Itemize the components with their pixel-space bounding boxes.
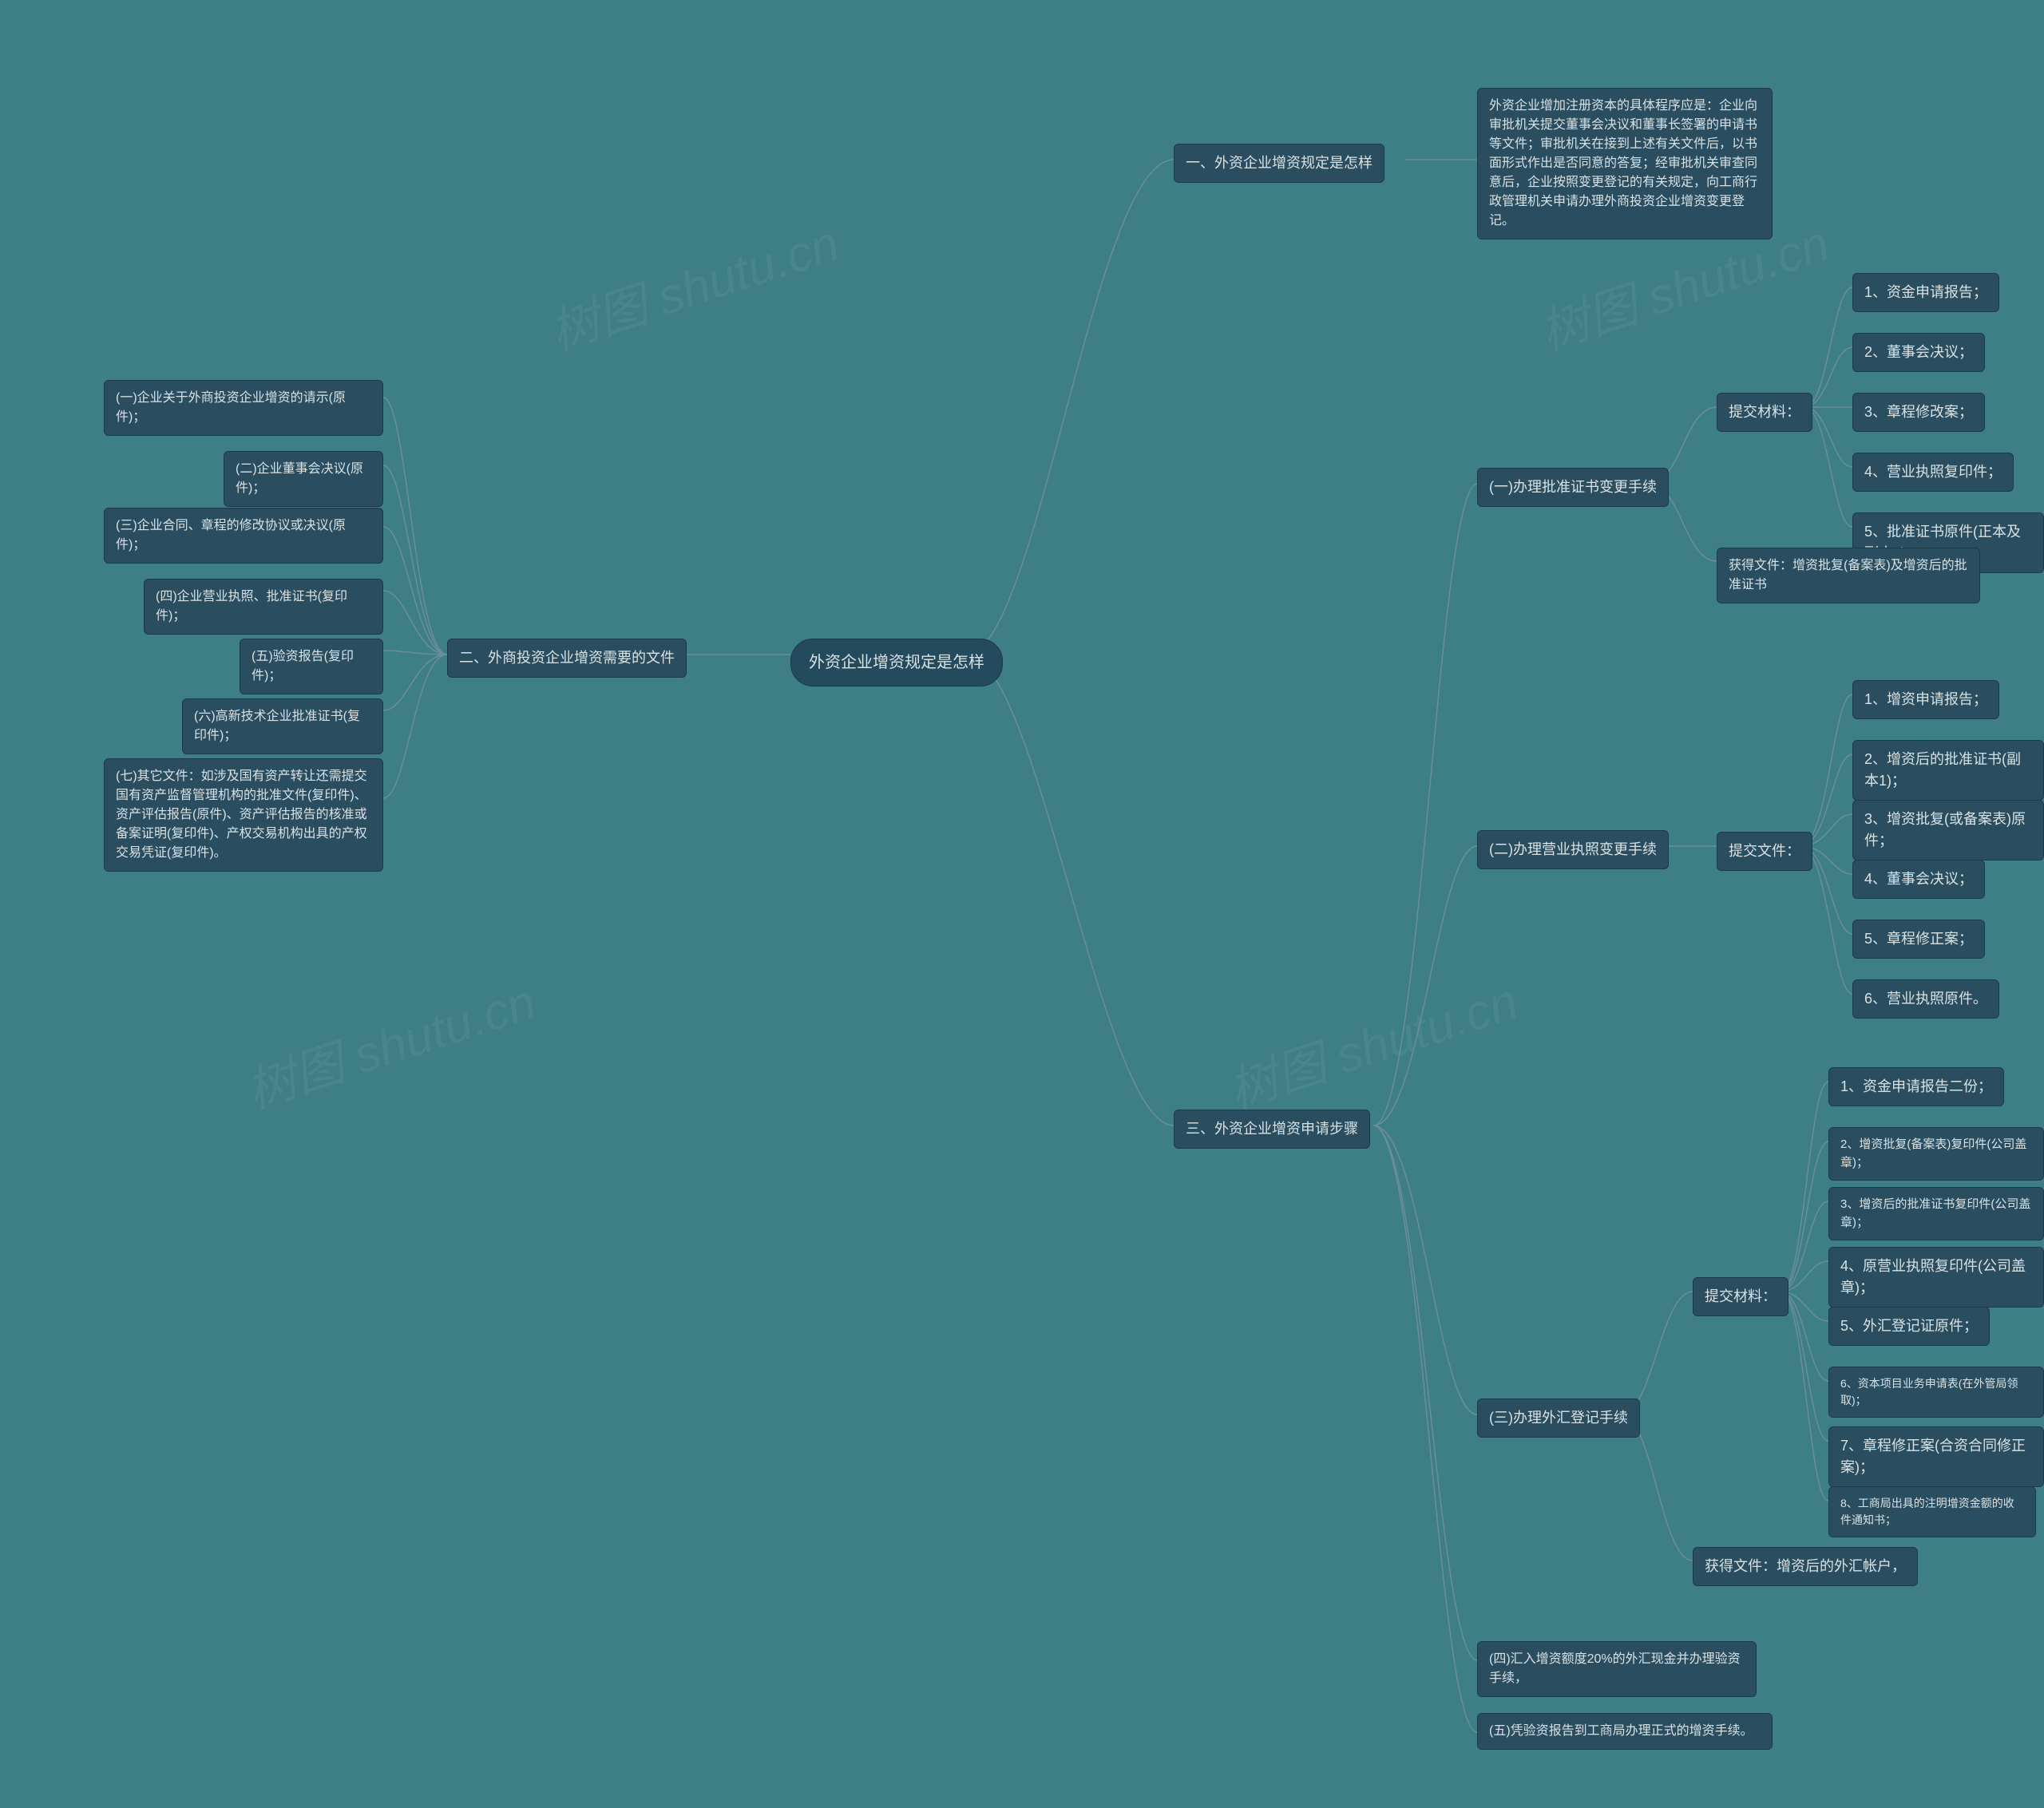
branch1-title: 一、外资企业增资规定是怎样 — [1174, 144, 1384, 183]
b2-i2: (二)企业董事会决议(原件)； — [224, 451, 383, 507]
s3-m8: 8、工商局出具的注明增资金额的收件通知书； — [1828, 1486, 2036, 1537]
s3-m3: 3、增资后的批准证书复印件(公司盖章)； — [1828, 1187, 2044, 1240]
b2-i3: (三)企业合同、章程的修改协议或决议(原件)； — [104, 508, 383, 564]
s1-m3: 3、章程修改案； — [1852, 393, 1985, 432]
branch3-title: 三、外资企业增资申请步骤 — [1174, 1110, 1370, 1149]
watermark: 树图 shutu.cn — [539, 203, 846, 364]
branch1-desc: 外资企业增加注册资本的具体程序应是：企业向审批机关提交董事会决议和董事长签署的申… — [1477, 88, 1773, 239]
watermark: 树图 shutu.cn — [1218, 961, 1525, 1122]
s1-title: (一)办理批准证书变更手续 — [1477, 468, 1669, 507]
s3-m2: 2、增资批复(备案表)复印件(公司盖章)； — [1828, 1127, 2044, 1181]
b2-i7: (七)其它文件：如涉及国有资产转让还需提交国有资产监督管理机构的批准文件(复印件… — [104, 758, 383, 872]
s1-m2: 2、董事会决议； — [1852, 333, 1985, 372]
edges-layer — [0, 0, 2044, 1808]
root-node: 外资企业增资规定是怎样 — [790, 639, 1003, 686]
watermark: 树图 shutu.cn — [236, 961, 543, 1122]
s1-mat-label: 提交材料： — [1717, 393, 1812, 432]
s2-d1: 1、增资申请报告； — [1852, 680, 1999, 719]
s2-d4: 4、董事会决议； — [1852, 860, 1985, 899]
s3-m5: 5、外汇登记证原件； — [1828, 1307, 1990, 1346]
b2-i1: (一)企业关于外商投资企业增资的请示(原件)； — [104, 380, 383, 436]
b2-i5: (五)验资报告(复印件)； — [240, 639, 383, 694]
s2-d2: 2、增资后的批准证书(副本1)； — [1852, 740, 2044, 801]
b2-i6: (六)高新技术企业批准证书(复印件)； — [182, 698, 383, 754]
s1-obtain: 获得文件：增资批复(备案表)及增资后的批准证书 — [1717, 548, 1980, 603]
s2-d3: 3、增资批复(或备案表)原件； — [1852, 800, 2044, 860]
b2-i4: (四)企业营业执照、批准证书(复印件)； — [144, 579, 383, 635]
branch2-title: 二、外商投资企业增资需要的文件 — [447, 639, 687, 678]
s1-m4: 4、营业执照复印件； — [1852, 453, 2014, 492]
s5: (五)凭验资报告到工商局办理正式的增资手续。 — [1477, 1713, 1773, 1750]
s3-m4: 4、原营业执照复印件(公司盖章)； — [1828, 1247, 2044, 1308]
s1-m1: 1、资金申请报告； — [1852, 273, 1999, 312]
s2-d6: 6、营业执照原件。 — [1852, 979, 1999, 1019]
s3-m1: 1、资金申请报告二份； — [1828, 1067, 2004, 1106]
s3-obtain: 获得文件：增资后的外汇帐户， — [1693, 1547, 1918, 1586]
s3-m7: 7、章程修正案(合资合同修正案)； — [1828, 1426, 2044, 1487]
s2-doc-label: 提交文件： — [1717, 832, 1812, 871]
s3-mat-label: 提交材料： — [1693, 1277, 1788, 1316]
s3-title: (三)办理外汇登记手续 — [1477, 1399, 1640, 1438]
s3-m6: 6、资本项目业务申请表(在外管局领取)； — [1828, 1367, 2044, 1418]
s2-title: (二)办理营业执照变更手续 — [1477, 830, 1669, 869]
s2-d5: 5、章程修正案； — [1852, 920, 1985, 959]
s4: (四)汇入增资额度20%的外汇现金并办理验资手续， — [1477, 1641, 1757, 1697]
